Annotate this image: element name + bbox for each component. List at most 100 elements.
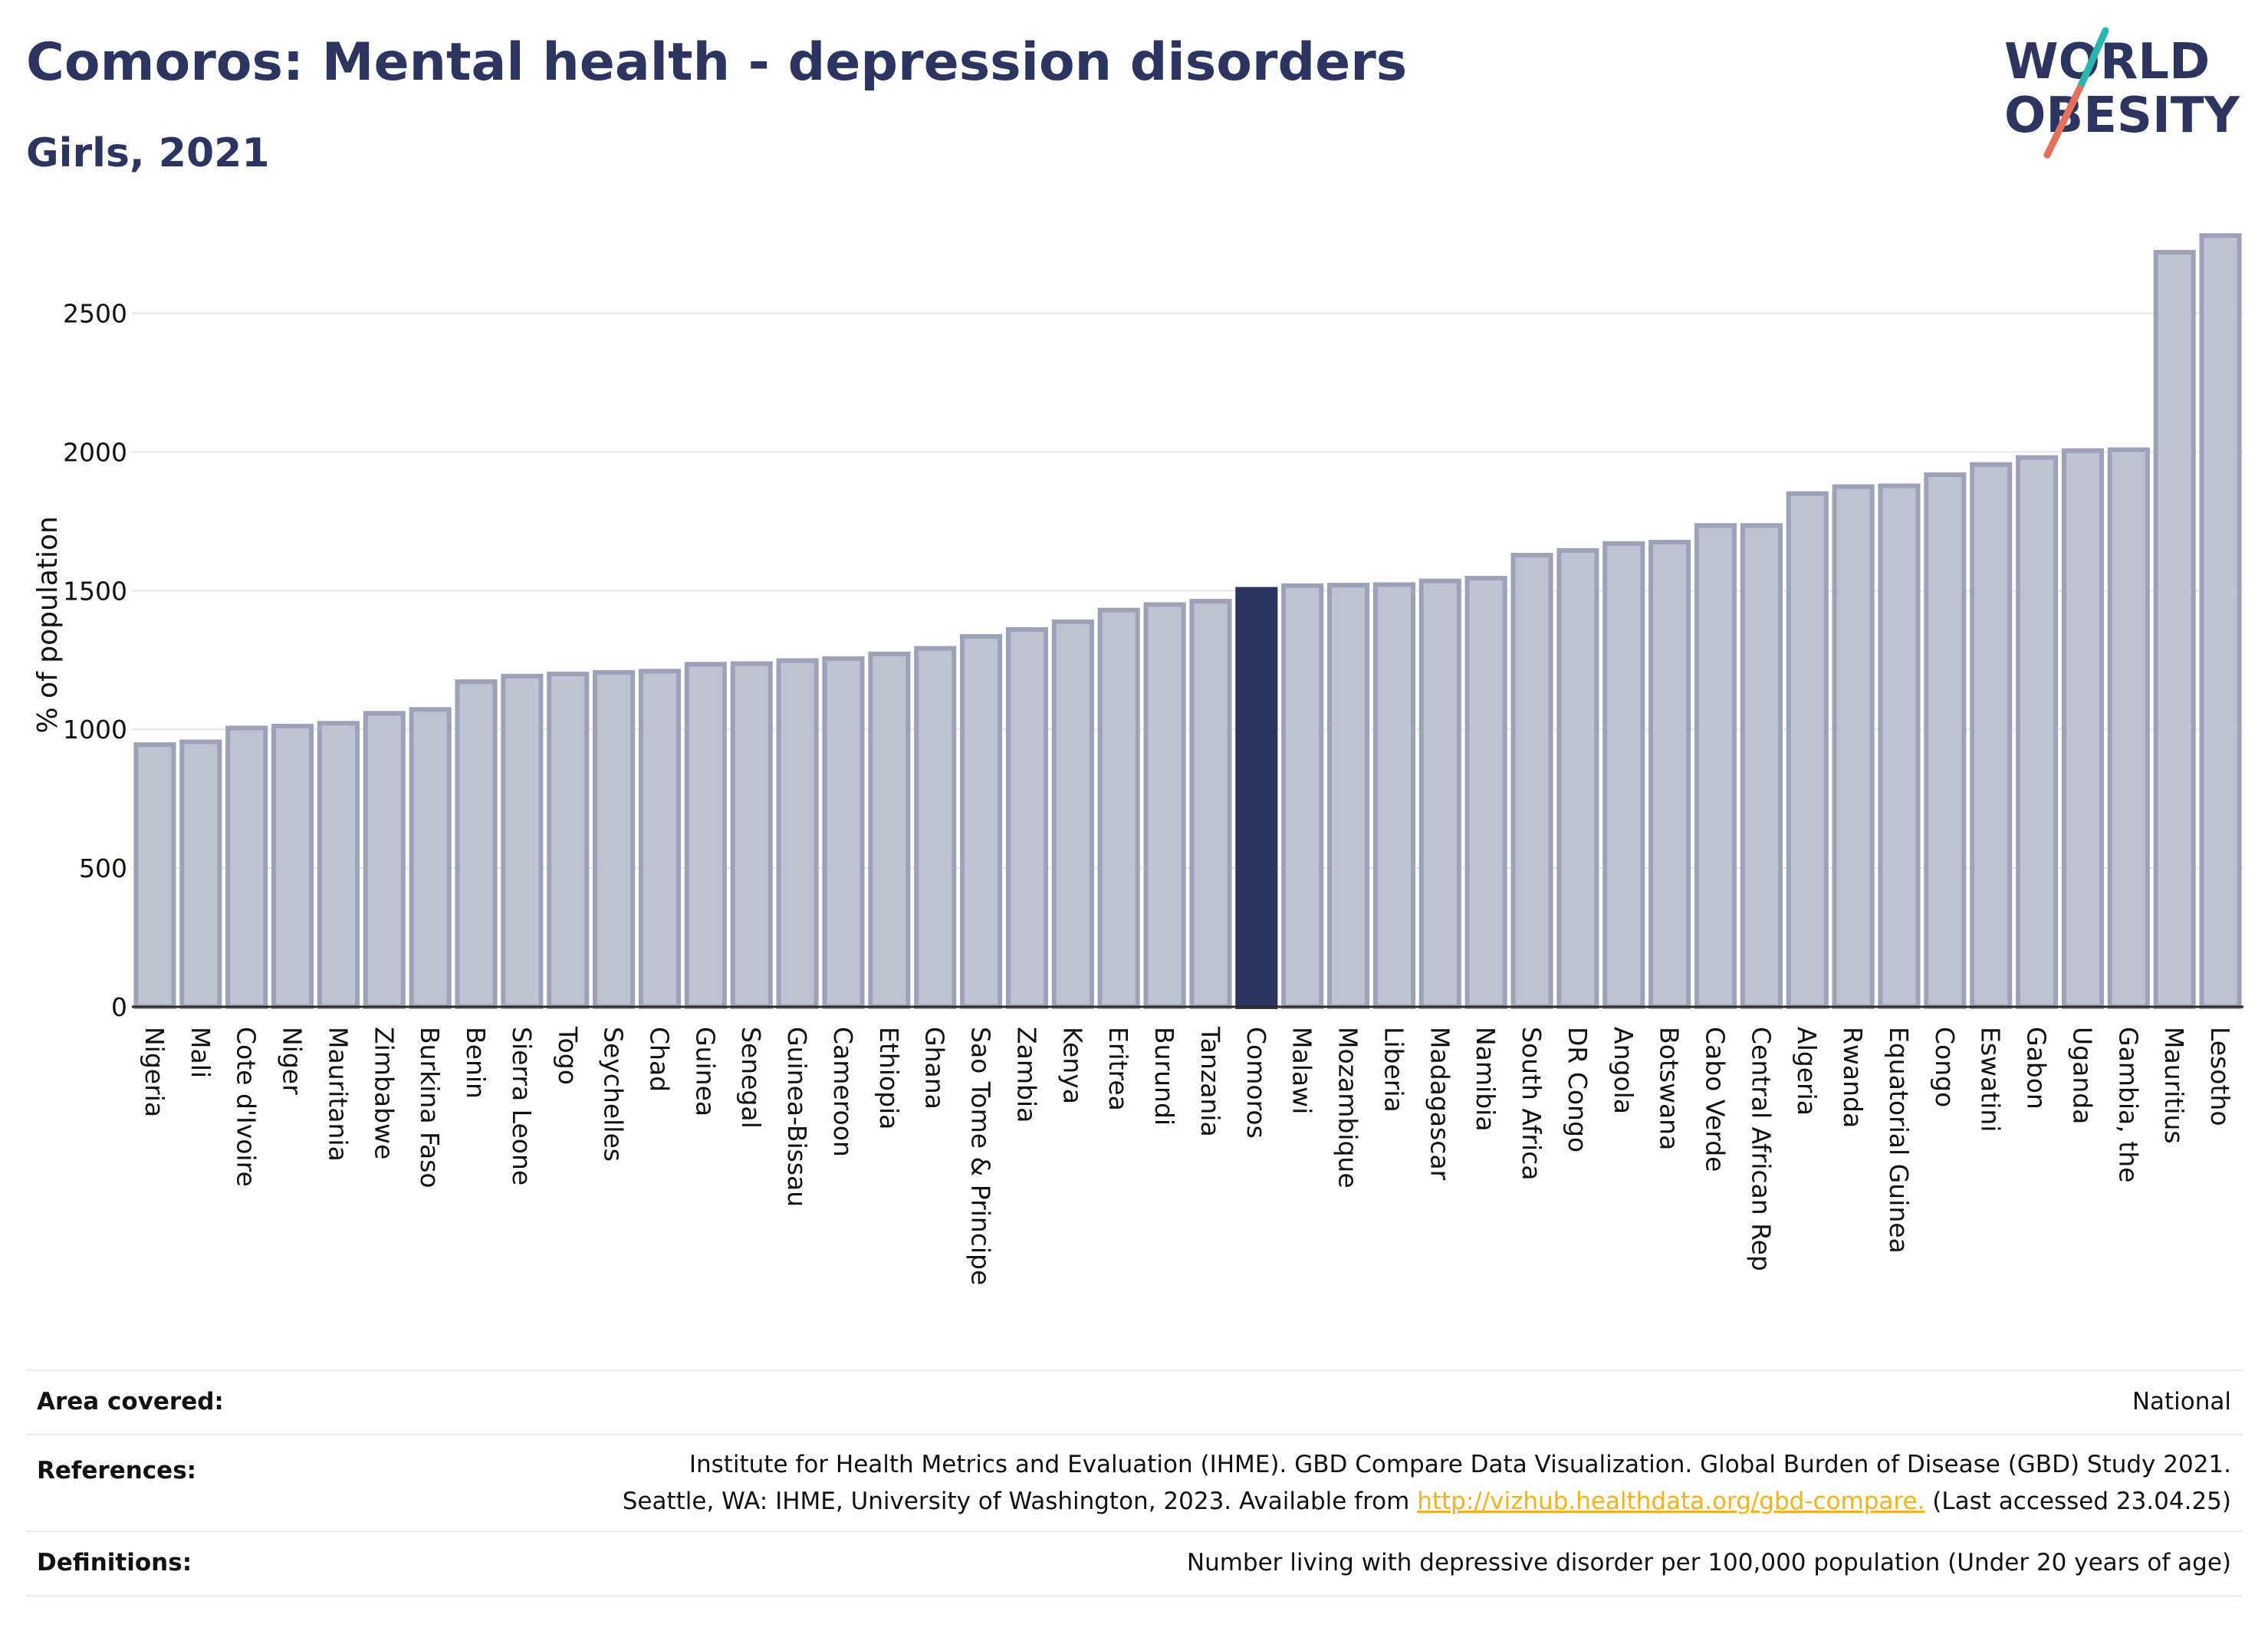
x-tick-label: Ghana (920, 1027, 950, 1110)
bar-kenya (1051, 619, 1094, 1009)
x-tick-label: Eritrea (1103, 1027, 1133, 1111)
x-tick-label: South Africa (1517, 1027, 1547, 1181)
chart-title: Comoros: Mental health - depression diso… (26, 32, 1408, 93)
bar-sierra-leone (501, 673, 544, 1009)
bar-namibia (1464, 576, 1507, 1009)
x-tick-label: Gabon (2022, 1027, 2052, 1110)
references-line-1: Institute for Health Metrics and Evaluat… (689, 1451, 2231, 1478)
bar-madagascar (1418, 578, 1461, 1009)
bar-sao-tome-principe (960, 634, 1003, 1009)
x-tick-label: Chad (645, 1027, 675, 1092)
definitions-value: Number living with depressive disorder p… (1186, 1549, 2231, 1576)
x-tick-label: Namibia (1471, 1027, 1500, 1132)
bar-ethiopia (868, 651, 911, 1010)
bar-burkina-faso (409, 707, 452, 1009)
x-tick-label: Guinea-Bissau (782, 1027, 812, 1207)
footer-divider (26, 1530, 2242, 1532)
bar-liberia (1372, 582, 1415, 1009)
x-tick-label: Burundi (1149, 1027, 1179, 1126)
references-value: Institute for Health Metrics and Evaluat… (623, 1446, 2231, 1520)
bar-chad (638, 669, 682, 1009)
bar-mali (179, 739, 222, 1009)
bar-guinea (684, 662, 727, 1009)
y-tick-label: 0 (111, 992, 127, 1022)
x-tick-label: Niger (278, 1027, 307, 1095)
x-tick-label: Seychelles (599, 1027, 629, 1162)
bar-benin (455, 679, 498, 1009)
definitions-label: Definitions: (37, 1549, 192, 1576)
x-tick-label: Ethiopia (874, 1027, 904, 1129)
bar-zimbabwe (363, 711, 406, 1009)
bar-botswana (1648, 540, 1691, 1009)
x-tick-label: Nigeria (140, 1027, 169, 1117)
footer-divider (26, 1369, 2242, 1371)
bar-burundi (1143, 602, 1186, 1009)
bar-gabon (2016, 455, 2059, 1009)
x-tick-label: Malawi (1287, 1027, 1317, 1114)
bar-mauritania (317, 721, 360, 1009)
bar-lesotho (2199, 233, 2242, 1009)
x-tick-label: Equatorial Guinea (1884, 1027, 1914, 1254)
x-tick-label: Gambia, the (2113, 1027, 2143, 1182)
x-tick-label: Congo (1930, 1027, 1960, 1107)
references-accessed: (Last accessed 23.04.25) (1925, 1488, 2231, 1515)
x-tick-label: Kenya (1057, 1027, 1087, 1104)
bar-seychelles (593, 670, 636, 1009)
footer-divider (26, 1595, 2242, 1596)
x-tick-label: Zambia (1011, 1027, 1041, 1123)
x-tick-label: Mauritania (323, 1027, 353, 1162)
bar-eswatini (1970, 462, 2013, 1009)
x-tick-label: Benin (461, 1027, 491, 1099)
x-tick-label: Cabo Verde (1701, 1027, 1731, 1172)
references-link[interactable]: http://vizhub.healthdata.org/gbd-compare… (1417, 1488, 1925, 1515)
logo-word-world: WORLD (2004, 34, 2210, 90)
x-tick-label: Mauritius (2159, 1027, 2189, 1144)
bar-cabo-verde (1694, 523, 1737, 1009)
x-tick-label: Uganda (2067, 1027, 2097, 1124)
y-tick-label: 1500 (63, 576, 127, 606)
footer-row-area: Area covered: National (26, 1371, 2242, 1434)
logo-word-obesity: OBESITY (2004, 87, 2240, 144)
x-tick-label: Mali (186, 1027, 215, 1078)
bar-eritrea (1097, 607, 1140, 1009)
bar-dr-congo (1556, 547, 1599, 1009)
bar-malawi (1281, 583, 1324, 1009)
footer-row-definitions: Definitions: Number living with depressi… (26, 1532, 2242, 1595)
bar-guinea-bissau (776, 658, 819, 1010)
area-covered-label: Area covered: (37, 1388, 224, 1415)
bar-tanzania (1189, 599, 1232, 1009)
bar-angola (1602, 541, 1645, 1009)
x-tick-label: Burkina Faso (415, 1027, 445, 1189)
y-tick-labels: 0 500 1000 1500 2000 2500 (63, 299, 127, 1022)
x-tick-label: Guinea (690, 1027, 720, 1116)
footer-divider (26, 1434, 2242, 1435)
bar-senegal (730, 661, 773, 1009)
bar-mauritius (2153, 249, 2196, 1009)
bar-congo (1924, 472, 1967, 1009)
references-label: References: (37, 1457, 197, 1484)
logo-slash-teal (2076, 27, 2109, 93)
bar-rwanda (1832, 484, 1875, 1009)
bar-niger (271, 723, 314, 1009)
x-tick-label: Cote d'Ivoire (232, 1027, 261, 1187)
bar-mozambique (1326, 583, 1370, 1009)
bar-nigeria (133, 742, 176, 1009)
x-tick-label: Togo (553, 1026, 583, 1085)
x-tick-label: Eswatini (1976, 1027, 2006, 1132)
logo-slash-coral (2043, 85, 2083, 159)
x-tick-label: Sierra Leone (507, 1027, 537, 1185)
x-tick-label: Madagascar (1425, 1027, 1454, 1181)
bar-uganda (2061, 448, 2105, 1009)
x-tick-label: Rwanda (1838, 1027, 1868, 1128)
bar-comoros (1235, 587, 1278, 1009)
area-covered-value: National (2132, 1388, 2231, 1415)
bar-togo (547, 671, 590, 1009)
bar-ghana (914, 646, 957, 1010)
bar-gambia-the (2107, 447, 2150, 1009)
x-tick-label: Liberia (1379, 1027, 1408, 1113)
bar-cote-d-ivoire (225, 725, 268, 1009)
y-tick-label: 2500 (63, 299, 127, 329)
x-tick-label: Sao Tome & Principe (966, 1027, 996, 1285)
bar-algeria (1786, 491, 1829, 1009)
bar-south-africa (1510, 553, 1553, 1009)
